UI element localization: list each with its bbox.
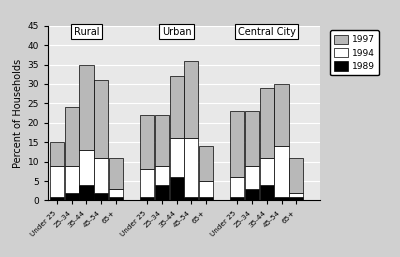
Bar bbox=[170, 177, 184, 200]
Text: Urban: Urban bbox=[162, 26, 192, 36]
Bar bbox=[170, 76, 184, 138]
Bar bbox=[184, 61, 198, 138]
Text: Rural: Rural bbox=[74, 26, 99, 36]
Bar bbox=[50, 142, 64, 166]
Legend: 1997, 1994, 1989: 1997, 1994, 1989 bbox=[330, 30, 379, 76]
Bar bbox=[289, 193, 304, 197]
Bar bbox=[64, 166, 79, 193]
Bar bbox=[155, 166, 169, 185]
Bar bbox=[230, 177, 244, 197]
Bar bbox=[260, 88, 274, 158]
Bar bbox=[79, 150, 94, 185]
Bar bbox=[245, 111, 259, 166]
Bar bbox=[94, 193, 108, 200]
Bar bbox=[274, 146, 289, 197]
Bar bbox=[155, 115, 169, 166]
Bar bbox=[140, 197, 154, 200]
Bar bbox=[289, 158, 304, 193]
Bar bbox=[199, 197, 213, 200]
Bar bbox=[79, 65, 94, 150]
Bar bbox=[230, 111, 244, 177]
Bar bbox=[109, 189, 123, 197]
Bar bbox=[50, 197, 64, 200]
Bar bbox=[64, 107, 79, 166]
Bar bbox=[64, 193, 79, 200]
Text: Central City: Central City bbox=[238, 26, 296, 36]
Bar bbox=[260, 158, 274, 185]
Bar bbox=[109, 158, 123, 189]
Bar bbox=[155, 185, 169, 200]
Bar bbox=[140, 115, 154, 169]
Bar bbox=[109, 197, 123, 200]
Bar bbox=[245, 189, 259, 200]
Y-axis label: Percent of Households: Percent of Households bbox=[13, 59, 23, 168]
Bar bbox=[230, 197, 244, 200]
Bar bbox=[79, 185, 94, 200]
Bar bbox=[184, 138, 198, 197]
Bar bbox=[199, 181, 213, 197]
Bar bbox=[274, 197, 289, 200]
Bar bbox=[274, 84, 289, 146]
Bar bbox=[140, 169, 154, 197]
Bar bbox=[260, 185, 274, 200]
Bar bbox=[199, 146, 213, 181]
Bar bbox=[245, 166, 259, 189]
Bar bbox=[94, 80, 108, 158]
Bar bbox=[289, 197, 304, 200]
Bar bbox=[94, 158, 108, 193]
Bar bbox=[50, 166, 64, 197]
Bar bbox=[184, 197, 198, 200]
Bar bbox=[170, 138, 184, 177]
